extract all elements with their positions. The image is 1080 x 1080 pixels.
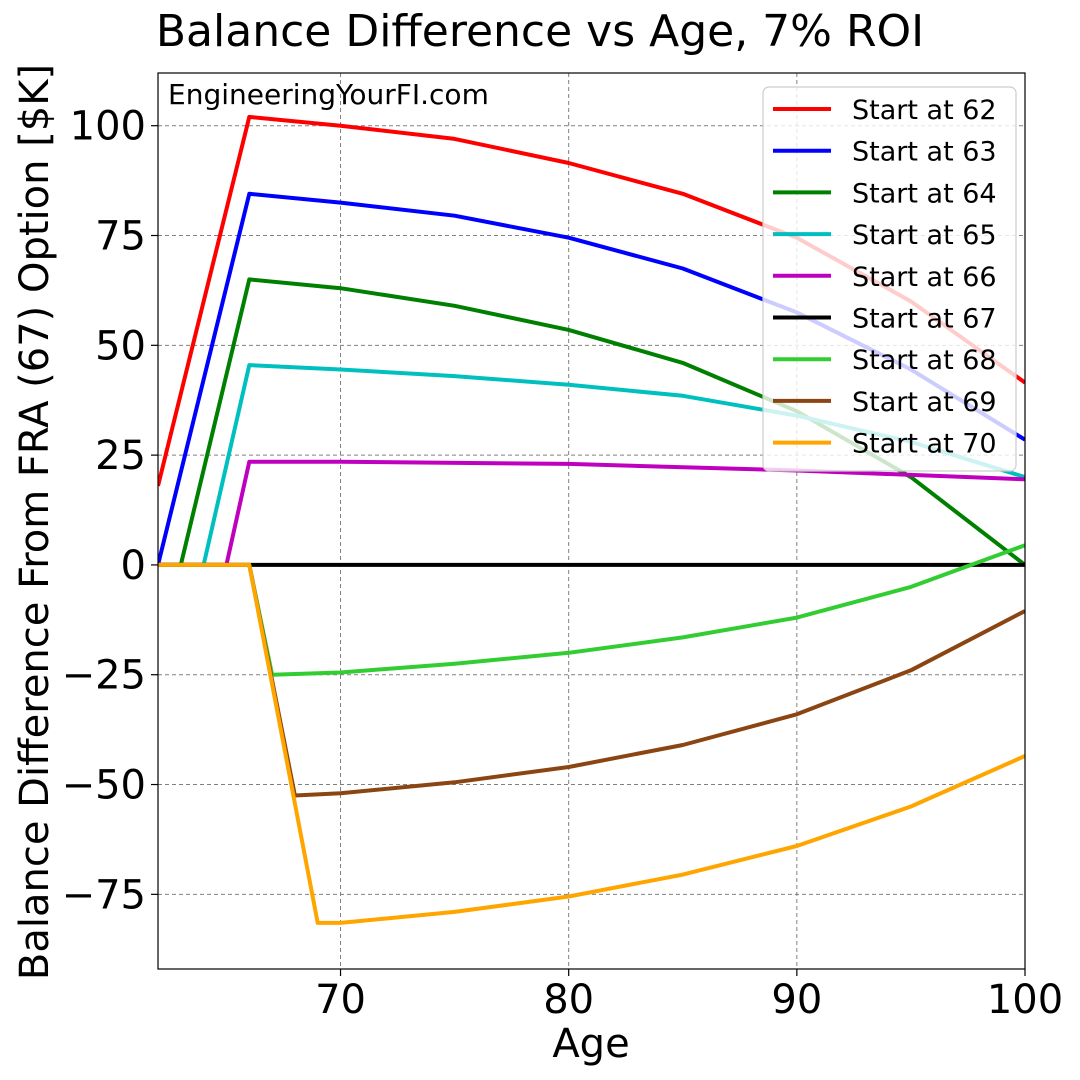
series-line-start-at-66 bbox=[158, 459, 1025, 567]
legend-label: Start at 63 bbox=[852, 137, 997, 168]
x-tick-label: 80 bbox=[543, 977, 594, 1023]
x-tick-label: 100 bbox=[987, 977, 1063, 1023]
legend-label: Start at 64 bbox=[852, 178, 997, 209]
y-tick-label: 50 bbox=[95, 323, 146, 369]
x-tick-label: 90 bbox=[771, 977, 822, 1023]
watermark-text: EngineeringYourFI.com bbox=[168, 78, 489, 111]
legend-label: Start at 67 bbox=[852, 304, 997, 335]
tick-labels: 70 80 90 100 100 75 50 25 0 −25 −50 −75 bbox=[62, 104, 1064, 1023]
y-tick-label: 25 bbox=[95, 433, 146, 479]
y-tick-label: 0 bbox=[121, 543, 146, 589]
y-axis-label: Balance Difference From FRA (67) Option … bbox=[12, 64, 58, 980]
y-tick-label: 100 bbox=[70, 104, 146, 150]
x-axis-label: Age bbox=[552, 1021, 629, 1067]
legend-box bbox=[762, 86, 1017, 472]
legend-label: Start at 65 bbox=[852, 220, 997, 251]
plot-frame bbox=[157, 72, 1026, 970]
legend-label: Start at 70 bbox=[852, 429, 997, 460]
y-tick-label: −25 bbox=[62, 653, 146, 699]
legend-label: Start at 68 bbox=[852, 345, 997, 376]
legend: Start at 62 Start at 63 Start at 64 Start a… bbox=[762, 86, 1017, 472]
y-tick-label: −50 bbox=[62, 763, 146, 809]
series-line-start-at-70 bbox=[158, 562, 1025, 925]
legend-label: Start at 69 bbox=[852, 387, 997, 418]
legend-label: Start at 62 bbox=[852, 95, 997, 126]
legend-label: Start at 66 bbox=[852, 262, 997, 293]
x-tick-label: 70 bbox=[315, 977, 366, 1023]
y-tick-label: 75 bbox=[95, 214, 146, 260]
y-tick-label: −75 bbox=[62, 872, 146, 918]
chart-title: Balance Difference vs Age, 7% ROI bbox=[156, 6, 924, 57]
